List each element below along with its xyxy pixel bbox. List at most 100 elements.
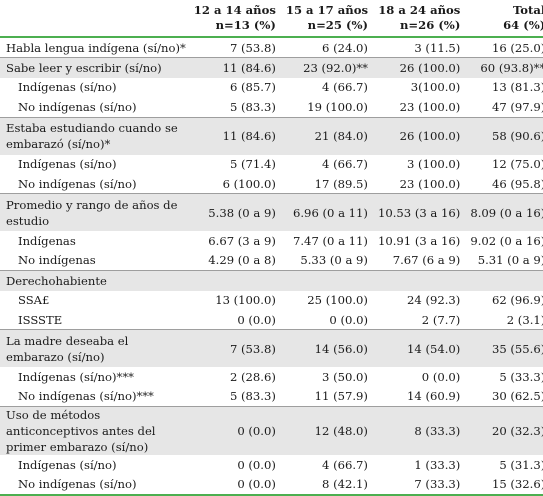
cell-value: 6.96 (0 a 11): [281, 193, 374, 232]
cell-value: 1 (33.3): [414, 457, 461, 472]
row-label: No indígenas (sí/no): [18, 99, 137, 114]
cell-value: 4 (66.7): [322, 157, 368, 172]
cell-value: 0 (0.0): [329, 312, 368, 327]
table-row: Indígenas (sí/no) 6 (85.7) 4 (66.7) 3(10…: [0, 78, 543, 97]
cell-value: 9.02 (0 a 16): [470, 234, 543, 249]
cell-value: 23 (92.0)**: [281, 57, 374, 78]
cell-value: 0 (0.0): [237, 457, 276, 472]
cell-value: [281, 270, 374, 291]
row-label: No indígenas: [18, 253, 96, 268]
row-label: No indígenas (sí/no): [18, 176, 137, 191]
cell-value: 11 (57.9): [314, 389, 368, 404]
cell-value: 10.53 (3 a 16): [373, 193, 467, 232]
cell-value: 17 (89.5): [314, 176, 368, 191]
cell-value: 8 (33.3): [373, 406, 467, 456]
cell-value: 6 (100.0): [222, 176, 276, 191]
cell-value: 23 (100.0): [399, 176, 461, 191]
cell-value: 0 (0.0): [421, 369, 461, 384]
table-row: Derechohabiente: [0, 270, 543, 291]
cell-value: 5.38 (0 a 9): [189, 193, 282, 232]
cell-value: [189, 270, 282, 291]
table-row: Habla lengua indígena (sí/no)* 7 (53.8) …: [0, 37, 543, 58]
table-header-row: 12 a 14 años n=13 (%) 15 a 17 años n=25 (%…: [0, 0, 543, 38]
row-label: Indígenas (sí/no): [18, 80, 117, 95]
cell-value: 19 (100.0): [307, 99, 368, 114]
cell-value: 20 (32.3): [466, 406, 543, 456]
row-label: La madre deseaba el embarazo (sí/no): [0, 329, 190, 368]
cell-value: 62 (96.9): [491, 293, 543, 308]
cell-value: 23 (100.0): [399, 99, 461, 114]
header-age-15-17: 15 a 17 años n=25 (%): [281, 0, 374, 38]
cell-value: 7.47 (0 a 11): [293, 234, 368, 249]
cell-value: 12 (48.0): [281, 406, 374, 456]
table-row: No indígenas (sí/no) 5 (83.3) 19 (100.0)…: [0, 97, 543, 117]
table-row: Promedio y rango de años de estudio 5.38…: [0, 193, 543, 232]
cell-value: 13 (81.3): [491, 80, 543, 95]
cell-value: 4 (66.7): [322, 457, 368, 472]
cell-value: 11 (84.6): [189, 116, 282, 155]
table-row: Sabe leer y escribir (sí/no) 11 (84.6) 2…: [0, 57, 543, 78]
cell-value: 3 (11.5): [414, 40, 461, 55]
table-row: Indígenas (sí/no) 5 (71.4) 4 (66.7) 3 (1…: [0, 155, 543, 174]
cell-value: 60 (93.8)**: [466, 57, 543, 78]
cell-value: 6 (85.7): [229, 80, 276, 95]
table-row: ISSSTE 0 (0.0) 0 (0.0) 2 (7.7) 2 (3.1): [0, 310, 543, 330]
cell-value: 0 (0.0): [237, 312, 276, 327]
cell-value: 6 (24.0): [322, 40, 368, 55]
cell-value: 4 (66.7): [322, 80, 368, 95]
cell-value: 13 (100.0): [215, 293, 276, 308]
cell-value: 14 (60.9): [407, 389, 461, 404]
row-label: Indígenas (sí/no)***: [18, 369, 134, 384]
cell-value: [466, 270, 543, 291]
row-label: Uso de métodos anticonceptivos antes del…: [0, 406, 190, 456]
row-label: Indígenas (sí/no): [18, 457, 117, 472]
cell-value: 8.09 (0 a 16): [466, 193, 543, 232]
cell-value: 2 (7.7): [421, 312, 461, 327]
cell-value: 11 (84.6): [189, 57, 282, 78]
header-total: Total 64 (%): [466, 0, 543, 38]
table-row: No indígenas (sí/no)*** 5 (83.3) 11 (57.…: [0, 387, 543, 407]
cell-value: 7 (53.8): [229, 40, 276, 55]
cell-value: 47 (97.9): [491, 99, 543, 114]
cell-value: 25 (100.0): [307, 293, 368, 308]
table-row: SSA£ 13 (100.0) 25 (100.0) 24 (92.3) 62 …: [0, 291, 543, 310]
cell-value: 26 (100.0): [373, 116, 467, 155]
row-label: Indígenas: [18, 234, 76, 249]
cell-value: 14 (54.0): [373, 329, 467, 368]
table-row: Uso de métodos anticonceptivos antes del…: [0, 406, 543, 456]
row-label: SSA£: [18, 293, 50, 308]
header-age-12-14: 12 a 14 años n=13 (%): [189, 0, 282, 38]
row-label: Derechohabiente: [0, 270, 190, 291]
table-row: Indígenas 6.67 (3 a 9) 7.47 (0 a 11) 10.…: [0, 231, 543, 250]
table-row: Estaba estudiando cuando se embarazó (sí…: [0, 116, 543, 155]
table-row: No indígenas (sí/no) 6 (100.0) 17 (89.5)…: [0, 174, 543, 194]
cell-value: 10.91 (3 a 16): [377, 234, 461, 249]
cell-value: 5.33 (0 a 9): [300, 253, 368, 268]
cell-value: 3 (50.0): [322, 369, 368, 384]
row-label: Habla lengua indígena (sí/no)*: [6, 40, 186, 55]
table-row: La madre deseaba el embarazo (sí/no) 7 (…: [0, 329, 543, 368]
table-row: Indígenas (sí/no)*** 2 (28.6) 3 (50.0) 0…: [0, 367, 543, 386]
row-label: Promedio y rango de años de estudio: [0, 193, 190, 232]
cell-value: 5 (33.3): [499, 369, 543, 384]
cell-value: 46 (95.8): [491, 176, 543, 191]
cell-value: 21 (84.0): [281, 116, 374, 155]
cell-value: 8 (42.1): [281, 474, 374, 496]
cell-value: [373, 270, 467, 291]
cell-value: 26 (100.0): [373, 57, 467, 78]
cell-value: 30 (62.5): [491, 389, 543, 404]
header-empty: [0, 0, 190, 38]
cell-value: 5 (83.3): [229, 99, 276, 114]
row-label: Sabe leer y escribir (sí/no): [0, 57, 190, 78]
cell-value: 24 (92.3): [407, 293, 461, 308]
cell-value: 0 (0.0): [189, 406, 282, 456]
table-row: Indígenas (sí/no) 0 (0.0) 4 (66.7) 1 (33…: [0, 455, 543, 474]
header-age-18-24: 18 a 24 años n=26 (%): [373, 0, 467, 38]
cell-value: 2 (28.6): [229, 369, 276, 384]
cell-value: 5.31 (0 a 9): [477, 253, 543, 268]
cell-value: 5 (31.3): [499, 457, 543, 472]
cell-value: 12 (75.0): [491, 157, 543, 172]
cell-value: 3(100.0): [410, 80, 461, 95]
